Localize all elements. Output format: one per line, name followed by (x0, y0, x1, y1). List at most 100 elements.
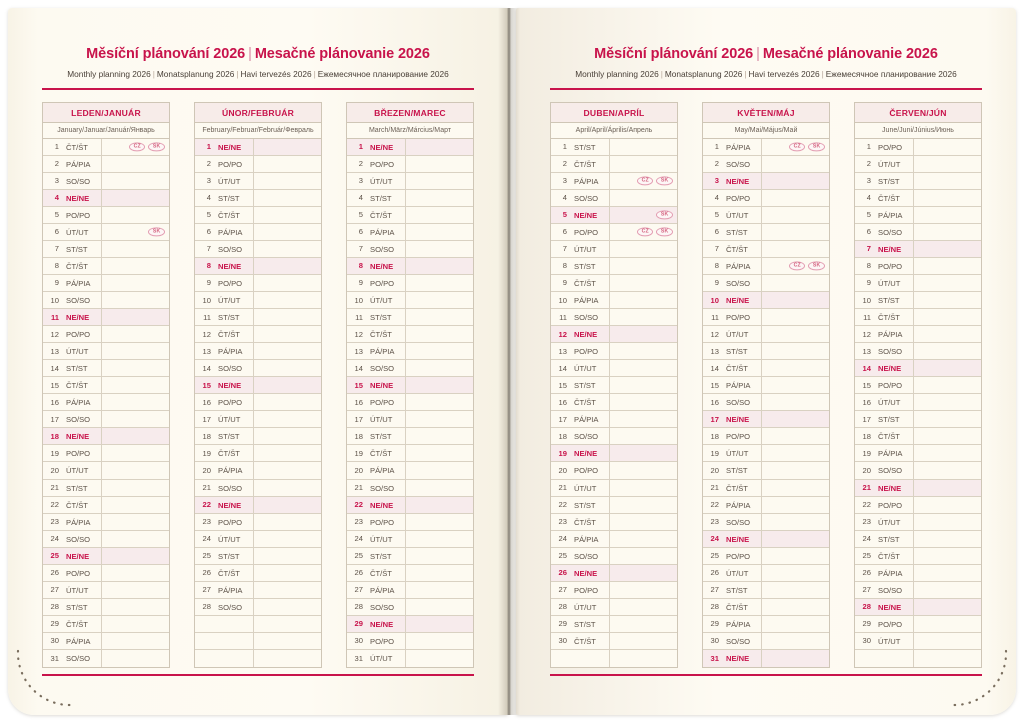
day-row[interactable]: 5 NE/NE SK (551, 206, 677, 224)
day-row[interactable]: 13 SO/SO (855, 343, 981, 361)
day-note-field[interactable] (254, 377, 321, 393)
day-row[interactable]: 29 NE/NE (347, 615, 473, 633)
day-note-field[interactable] (102, 411, 169, 427)
day-note-field[interactable] (254, 207, 321, 223)
day-note-field[interactable] (102, 156, 169, 172)
day-note-field[interactable] (254, 582, 321, 598)
day-row[interactable]: 18 ČT/ŠT (855, 428, 981, 446)
day-note-field[interactable] (762, 275, 829, 291)
day-note-field[interactable] (254, 326, 321, 342)
day-note-field[interactable] (762, 565, 829, 581)
day-note-field[interactable] (610, 360, 677, 376)
day-row[interactable]: 11 ČT/ŠT (855, 309, 981, 327)
day-note-field[interactable] (254, 565, 321, 581)
day-row[interactable]: 16 PÁ/PIA (43, 394, 169, 412)
day-row[interactable]: 15 ČT/ŠT (43, 377, 169, 395)
day-note-field[interactable] (406, 207, 473, 223)
day-note-field[interactable] (406, 190, 473, 206)
day-note-field[interactable] (406, 650, 473, 667)
day-row[interactable]: 28 ČT/ŠT (703, 598, 829, 616)
day-note-field[interactable] (610, 599, 677, 615)
day-row[interactable]: 13 PO/PO (551, 343, 677, 361)
day-note-field[interactable] (406, 156, 473, 172)
day-note-field[interactable]: SK (610, 207, 677, 223)
day-row[interactable]: 20 SO/SO (855, 462, 981, 480)
day-note-field[interactable] (914, 480, 981, 496)
day-note-field[interactable] (610, 633, 677, 649)
day-row[interactable]: 27 ST/ST (703, 581, 829, 599)
day-note-field[interactable] (406, 377, 473, 393)
day-note-field[interactable] (914, 224, 981, 240)
day-row[interactable]: 30 ČT/ŠT (551, 632, 677, 650)
day-note-field[interactable] (610, 565, 677, 581)
day-note-field[interactable] (914, 156, 981, 172)
day-row[interactable]: 30 ÚT/UT (855, 632, 981, 650)
day-row[interactable]: 23 ČT/ŠT (551, 513, 677, 531)
day-note-field[interactable] (762, 207, 829, 223)
day-row[interactable]: 31 NE/NE (703, 650, 829, 668)
day-row[interactable]: 16 SO/SO (703, 394, 829, 412)
day-row[interactable]: 1 NE/NE (195, 138, 321, 156)
day-row[interactable]: 31 ÚT/UT (347, 650, 473, 668)
day-row[interactable]: 27 PÁ/PIA (347, 581, 473, 599)
day-row[interactable]: 25 NE/NE (43, 547, 169, 565)
day-note-field[interactable] (610, 548, 677, 564)
day-note-field[interactable] (102, 514, 169, 530)
day-row[interactable]: 28 NE/NE (855, 598, 981, 616)
day-row[interactable]: 25 ČT/ŠT (855, 547, 981, 565)
day-note-field[interactable] (254, 360, 321, 376)
day-note-field[interactable] (406, 360, 473, 376)
day-note-field[interactable] (254, 514, 321, 530)
day-note-field[interactable] (610, 292, 677, 308)
day-note-field[interactable] (610, 343, 677, 359)
day-row[interactable]: 27 PÁ/PIA (195, 581, 321, 599)
day-row[interactable]: 4 NE/NE (43, 189, 169, 207)
day-note-field[interactable] (406, 411, 473, 427)
day-row[interactable]: 24 ST/ST (855, 530, 981, 548)
day-row[interactable]: 25 SO/SO (551, 547, 677, 565)
day-row[interactable]: 12 ČT/ŠT (347, 326, 473, 344)
day-row[interactable]: 2 PÁ/PIA (43, 155, 169, 173)
day-note-field[interactable] (102, 582, 169, 598)
day-note-field[interactable] (762, 480, 829, 496)
day-note-field[interactable] (610, 377, 677, 393)
day-note-field[interactable] (762, 514, 829, 530)
day-note-field[interactable] (610, 241, 677, 257)
day-row[interactable]: 14 SO/SO (347, 360, 473, 378)
day-note-field[interactable] (610, 411, 677, 427)
day-note-field[interactable] (406, 548, 473, 564)
day-row[interactable]: 16 PO/PO (347, 394, 473, 412)
day-note-field[interactable] (254, 173, 321, 189)
day-note-field[interactable] (406, 326, 473, 342)
day-note-field[interactable] (254, 394, 321, 410)
day-row[interactable]: 17 NE/NE (703, 411, 829, 429)
day-row[interactable]: 4 PO/PO (703, 189, 829, 207)
day-row[interactable]: 2 PO/PO (195, 155, 321, 173)
day-row[interactable]: 4 ST/ST (347, 189, 473, 207)
day-note-field[interactable] (102, 428, 169, 444)
day-note-field[interactable] (102, 565, 169, 581)
day-note-field[interactable] (102, 394, 169, 410)
day-row[interactable]: 26 PÁ/PIA (855, 564, 981, 582)
day-note-field[interactable] (254, 309, 321, 325)
day-row[interactable]: 14 SO/SO (195, 360, 321, 378)
day-row[interactable]: 24 SO/SO (43, 530, 169, 548)
day-row[interactable]: 21 ST/ST (43, 479, 169, 497)
day-note-field[interactable] (406, 445, 473, 461)
day-note-field[interactable] (914, 394, 981, 410)
day-note-field[interactable] (914, 411, 981, 427)
day-row[interactable]: 1 PO/PO (855, 138, 981, 156)
day-row[interactable]: 23 ÚT/UT (855, 513, 981, 531)
day-row[interactable]: 4 ČT/ŠT (855, 189, 981, 207)
day-row[interactable]: 9 PÁ/PIA (43, 274, 169, 293)
day-row[interactable]: 19 PO/PO (43, 445, 169, 463)
day-row[interactable]: 2 ÚT/UT (855, 155, 981, 173)
day-row[interactable]: 29 PÁ/PIA (703, 615, 829, 633)
day-row[interactable]: 6 ÚT/UT SK (43, 223, 169, 241)
day-note-field[interactable]: CZ SK (610, 173, 677, 189)
day-row[interactable]: 21 SO/SO (195, 479, 321, 497)
day-note-field[interactable] (102, 650, 169, 667)
day-row[interactable]: 14 ST/ST (43, 360, 169, 378)
day-note-field[interactable] (762, 224, 829, 240)
day-row[interactable]: 11 ST/ST (195, 309, 321, 327)
